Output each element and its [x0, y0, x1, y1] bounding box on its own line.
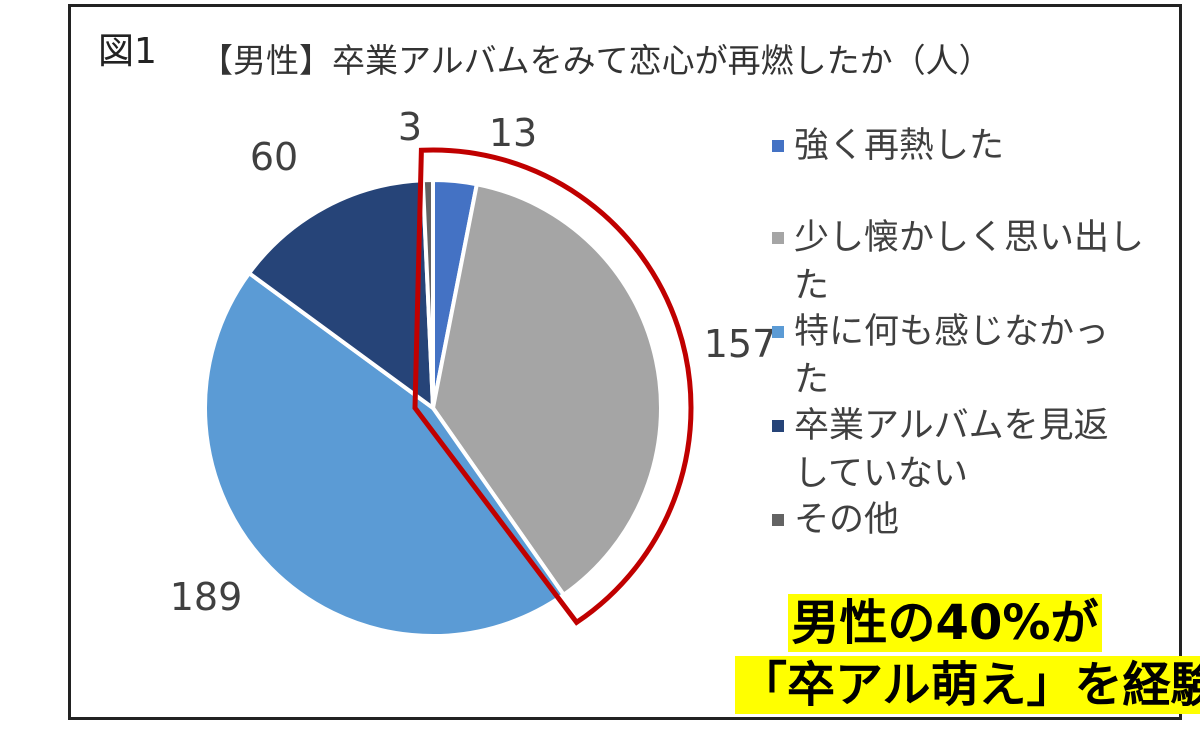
legend-item-5: その他: [772, 496, 1172, 544]
data-label-2: 157: [704, 322, 777, 366]
legend-item-1: 強く再熱した: [772, 122, 1172, 170]
legend-label-4: 卒業アルバムを見返 していない: [794, 406, 1109, 494]
legend-label-2: 少し懐かしく思い出した: [794, 218, 1145, 306]
pie-slice-4: [246, 178, 436, 413]
highlight-outline: [412, 147, 694, 626]
figure-label: 図1: [98, 31, 157, 72]
legend-swatch-4: [772, 420, 784, 432]
legend-item-3: 特に何も感じなかった: [772, 308, 1172, 404]
legend: 強く再熱した少し懐かしく思い出した特に何も感じなかった卒業アルバムを見返 していな…: [772, 122, 1172, 544]
legend-swatch-1: [772, 140, 784, 152]
chart-title: 【男性】卒業アルバムをみて恋心が再燃したか（人）: [200, 41, 992, 80]
data-label-5: 3: [398, 105, 422, 149]
legend-swatch-3: [772, 326, 784, 338]
data-label-4: 60: [250, 135, 298, 179]
callout-line-2: 「卒アル萌え」を経験: [735, 656, 1200, 714]
legend-item-2: 少し懐かしく思い出した: [772, 214, 1172, 310]
data-label-3: 189: [170, 575, 243, 619]
data-label-1: 13: [489, 111, 537, 155]
callout-line-1: 男性の40%が: [787, 594, 1103, 652]
legend-swatch-2: [772, 232, 784, 244]
pie-slice-3: [203, 270, 567, 638]
legend-label-5: その他: [794, 500, 900, 540]
callout-banner: 男性の40%が 「卒アル萌え」を経験: [735, 594, 1200, 718]
pie-slice-2: [430, 181, 663, 598]
legend-item-4: 卒業アルバムを見返 していない: [772, 402, 1172, 498]
legend-label-1: 強く再熱した: [794, 126, 1005, 166]
legend-swatch-5: [772, 514, 784, 526]
legend-label-3: 特に何も感じなかった: [794, 312, 1110, 400]
